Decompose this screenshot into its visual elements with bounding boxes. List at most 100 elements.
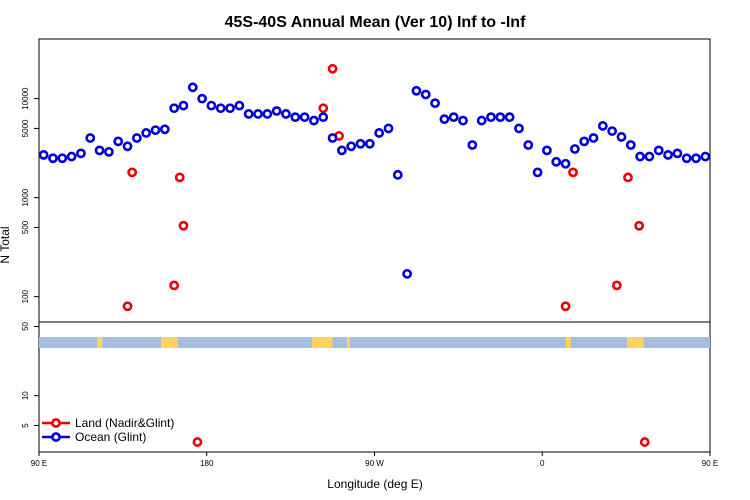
ocean-point xyxy=(38,150,49,160)
ocean-point xyxy=(514,123,524,134)
ocean-point xyxy=(476,115,487,126)
ocean-point xyxy=(262,109,273,119)
map-land-patch xyxy=(311,337,326,348)
legend-marker-land xyxy=(51,418,61,428)
map-land-patch xyxy=(346,337,350,348)
x-tick-label: 90 E xyxy=(702,459,718,468)
ocean-point xyxy=(103,146,114,157)
ocean-point xyxy=(542,145,552,156)
y-axis-title: N Total xyxy=(0,226,12,263)
ocean-point xyxy=(635,151,646,162)
ocean-point xyxy=(383,123,394,134)
land-point xyxy=(623,172,633,183)
ocean-point xyxy=(281,109,291,119)
land-point xyxy=(192,437,203,447)
ocean-point xyxy=(486,112,496,123)
x-tick-label: 90 W xyxy=(365,459,384,468)
y-tick-label: 1000 xyxy=(21,188,30,206)
y-tick-label: 10 xyxy=(21,391,30,400)
map-land-patch xyxy=(172,337,178,348)
ocean-point xyxy=(206,100,217,111)
ocean-point xyxy=(113,136,124,147)
ocean-point xyxy=(290,112,301,123)
ocean-point xyxy=(495,112,506,123)
legend-label-land: Land (Nadir&Glint) xyxy=(75,416,174,430)
map-land-patch xyxy=(565,337,571,348)
map-land-patch xyxy=(627,337,637,348)
chart-title: 45S-40S Annual Mean (Ver 10) Inf to -Inf xyxy=(225,14,526,31)
land-point xyxy=(169,280,180,291)
legend: Land (Nadir&Glint) Ocean (Glint) xyxy=(42,416,174,444)
ocean-point xyxy=(392,169,403,180)
ocean-point xyxy=(150,125,161,136)
land-point xyxy=(318,103,329,114)
ocean-point xyxy=(299,112,310,123)
ocean-point xyxy=(588,133,599,143)
y-tick-label: 5 xyxy=(21,423,30,428)
ocean-point xyxy=(122,141,133,152)
ocean-point xyxy=(336,145,347,156)
x-tick-label: 90 E xyxy=(31,459,47,468)
ocean-point xyxy=(48,153,58,164)
land-point xyxy=(634,220,645,231)
ocean-point xyxy=(402,268,413,279)
ocean-point xyxy=(364,138,375,149)
map-land-patch xyxy=(633,337,640,348)
ocean-point xyxy=(430,98,440,109)
ocean-point xyxy=(225,103,235,114)
ocean-point xyxy=(197,93,207,104)
ocean-point xyxy=(625,140,636,150)
series-ocean xyxy=(38,82,711,279)
map-land-patch xyxy=(321,337,333,348)
ocean-point xyxy=(346,141,357,152)
land-point xyxy=(174,172,185,183)
legend-label-ocean: Ocean (Glint) xyxy=(75,430,146,444)
land-point xyxy=(327,63,338,74)
map-land-patch xyxy=(167,337,174,348)
ocean-point xyxy=(579,136,590,147)
map-land-patch xyxy=(96,337,103,348)
land-point xyxy=(639,437,650,447)
ocean-point xyxy=(309,115,319,126)
ocean-point xyxy=(76,148,86,159)
ocean-point xyxy=(243,109,254,119)
ocean-point xyxy=(458,115,468,126)
ocean-point xyxy=(569,144,580,154)
ocean-point xyxy=(327,133,338,143)
plot-frame xyxy=(38,38,711,453)
ocean-point xyxy=(187,82,198,93)
ocean-point xyxy=(411,85,422,96)
map-land-patch xyxy=(161,337,171,348)
ocean-point xyxy=(700,151,711,162)
ocean-point xyxy=(234,100,245,111)
land-point xyxy=(560,301,571,312)
ocean-point xyxy=(681,153,692,164)
land-point xyxy=(122,301,133,312)
ocean-point xyxy=(691,153,701,164)
ocean-point xyxy=(532,167,543,178)
ocean-point xyxy=(672,148,683,159)
ocean-point xyxy=(57,153,68,164)
ocean-point xyxy=(355,138,366,149)
map-ocean-band xyxy=(39,337,710,348)
y-tick-label: 500 xyxy=(21,220,30,234)
ocean-point xyxy=(644,151,655,162)
ocean-point xyxy=(560,158,571,169)
ocean-point xyxy=(253,109,263,119)
ocean-point xyxy=(94,145,105,156)
y-tick-label: 5000 xyxy=(21,119,30,137)
ocean-point xyxy=(169,103,180,114)
ocean-point xyxy=(66,151,77,162)
ocean-point xyxy=(141,128,152,138)
ocean-point xyxy=(420,89,431,100)
x-tick-label: 180 xyxy=(200,459,214,468)
x-axis-title: Longitude (deg E) xyxy=(327,477,422,491)
ocean-point xyxy=(467,140,478,150)
y-tick-label: 50 xyxy=(21,321,30,330)
ocean-point xyxy=(448,112,459,123)
ocean-point xyxy=(551,156,562,167)
ocean-point xyxy=(215,103,226,114)
ocean-point xyxy=(271,106,282,116)
ocean-point xyxy=(653,145,664,156)
